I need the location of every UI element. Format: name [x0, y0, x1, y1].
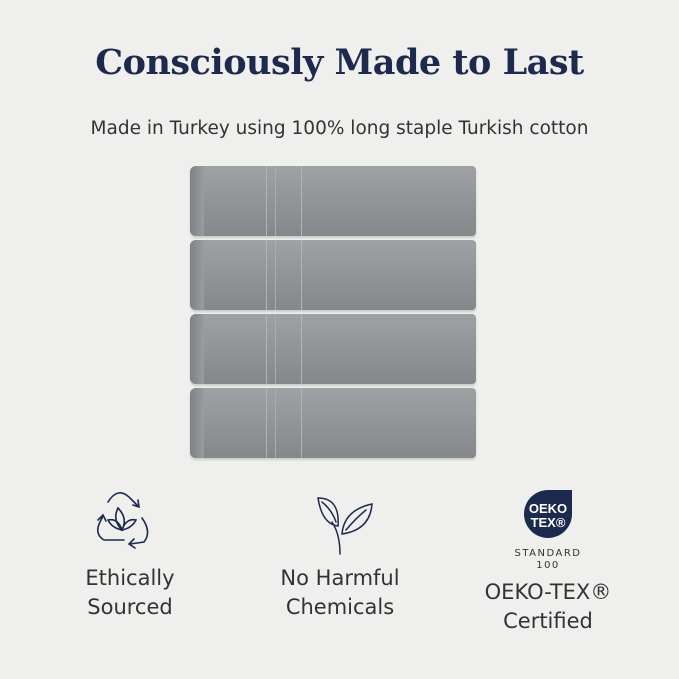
svg-text:OEKO: OEKO — [529, 501, 567, 516]
recycle-leaf-icon — [96, 492, 149, 549]
feature-oeko-tex-certified: OEKO TEX® STANDARD 100 OEKO-TEX® Certified — [448, 484, 648, 636]
svg-text:TEX®: TEX® — [531, 515, 566, 530]
page-subtitle: Made in Turkey using 100% long staple Tu… — [90, 118, 589, 139]
towel — [190, 240, 476, 310]
towel — [190, 314, 476, 384]
feature-label: No Harmful Chemicals — [280, 566, 400, 619]
feature-ethically-sourced: Ethically Sourced — [30, 484, 230, 622]
towel — [190, 388, 476, 458]
leaf-icon — [317, 497, 373, 555]
oeko-tex-standard-text: STANDARD 100 — [514, 548, 582, 571]
feature-label: Ethically Sourced — [85, 566, 175, 619]
towel — [190, 166, 476, 236]
feature-label: OEKO-TEX® Certified — [484, 580, 612, 633]
feature-no-harmful-chemicals: No Harmful Chemicals — [240, 484, 440, 622]
oeko-tex-logo: OEKO TEX® — [524, 490, 572, 538]
towel-stack-image — [190, 166, 476, 462]
page-title: Consciously Made to Last — [95, 42, 584, 83]
